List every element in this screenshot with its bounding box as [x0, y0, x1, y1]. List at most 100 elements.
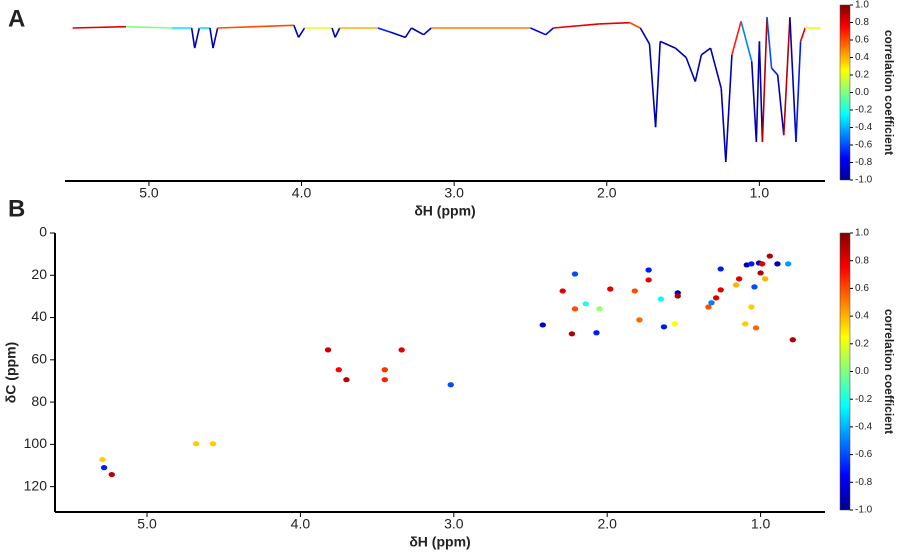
- x-tick-label: 1.0: [750, 185, 770, 201]
- point: [660, 324, 668, 330]
- spectrum-segment: [190, 27, 196, 49]
- spectrum-segment: [629, 21, 641, 29]
- colorbar-tick-label: -0.2: [855, 394, 873, 405]
- colorbar-tick-label: -0.2: [855, 105, 873, 116]
- spectrum-segment: [720, 88, 727, 163]
- point: [108, 471, 115, 478]
- spectrum-segment: [331, 27, 336, 38]
- spectrum-segment: [389, 31, 406, 39]
- colorbar-tick-label: 0.8: [855, 255, 869, 266]
- spectrum-segment: [758, 41, 764, 142]
- point: [657, 296, 665, 302]
- point: [774, 261, 781, 267]
- point: [748, 261, 755, 267]
- point: [742, 321, 749, 327]
- colorbar-tick-label: -0.4: [855, 422, 873, 433]
- point: [732, 282, 740, 288]
- x-tick-label: 5.0: [139, 185, 159, 201]
- spectrum-segment: [659, 40, 676, 49]
- point: [758, 261, 766, 267]
- spectrum-segment: [377, 27, 391, 33]
- spectrum-segment: [755, 41, 761, 142]
- colorbar-tick-label: 0.4: [855, 52, 869, 63]
- spectrum-segment: [648, 44, 657, 128]
- spectrum-segment: [674, 47, 687, 59]
- y-tick-label: 60: [31, 351, 47, 367]
- spectrum-segment: [782, 17, 791, 136]
- spectrum-segment: [293, 25, 300, 38]
- spectrum-segment: [799, 27, 806, 42]
- point: [789, 337, 796, 343]
- point: [381, 377, 388, 383]
- spectrum-segment: [126, 25, 172, 29]
- point: [607, 286, 614, 292]
- point: [593, 330, 600, 336]
- spectrum-segment: [694, 54, 703, 82]
- point: [596, 306, 603, 312]
- spectrum-segment: [639, 27, 651, 45]
- colorbar-label: correlation coefficient: [882, 309, 896, 434]
- y-tick-label: 0: [39, 224, 47, 240]
- point: [645, 277, 652, 283]
- x-tick-label: 4.0: [292, 185, 312, 201]
- point: [757, 270, 764, 276]
- colorbar-tick-label: 0.2: [855, 70, 869, 81]
- spectrum-segment: [770, 67, 779, 76]
- x-tick-label: 1.0: [751, 516, 771, 532]
- spectrum-segment: [209, 27, 214, 49]
- colorbar-tick-label: -0.6: [855, 449, 873, 460]
- point: [645, 267, 652, 273]
- point: [209, 441, 217, 447]
- spectrum-segment: [761, 17, 768, 142]
- point: [708, 300, 715, 306]
- x-tick-label: 5.0: [137, 516, 157, 532]
- point: [735, 276, 743, 282]
- colorbar-tick-label: -0.8: [855, 477, 873, 488]
- colorbar-tick-label: 1.0: [855, 228, 869, 239]
- point: [717, 287, 724, 293]
- spectrum-segment: [750, 61, 758, 142]
- point: [766, 253, 773, 259]
- spectrum-segment: [530, 27, 547, 36]
- point: [636, 317, 643, 323]
- spectrum-segment: [766, 17, 773, 69]
- spectrum-segment: [685, 57, 697, 82]
- x-tick-label: 3.0: [444, 516, 464, 532]
- colorbar-tick-label: 0.6: [855, 283, 869, 294]
- point: [752, 325, 760, 331]
- point: [748, 304, 755, 310]
- colorbar-tick-label: 0.0: [855, 87, 869, 98]
- spectrum-segment: [545, 27, 554, 36]
- y-tick-label: 80: [31, 393, 47, 409]
- colorbar-tick-label: -1.0: [855, 505, 873, 516]
- point: [568, 331, 576, 337]
- y-tick-label: 120: [24, 477, 48, 493]
- x-axis-label: δH (ppm): [414, 203, 475, 219]
- spectrum-segment: [193, 27, 201, 49]
- spectrum-segment: [654, 41, 661, 128]
- x-axis-label: δH (ppm): [409, 534, 470, 550]
- spectrum-segment: [599, 21, 630, 25]
- spectrum-segment: [789, 17, 797, 142]
- point: [582, 301, 589, 307]
- colorbar-tick-label: 0.0: [855, 366, 869, 377]
- point: [324, 347, 332, 353]
- spectrum-segment: [72, 25, 127, 29]
- point: [539, 322, 546, 328]
- point: [398, 347, 405, 353]
- spectrum-segment: [212, 27, 219, 49]
- point: [343, 377, 350, 383]
- colorbar-label: correlation coefficient: [882, 30, 896, 155]
- point: [705, 304, 712, 310]
- colorbar-tick-label: 0.6: [855, 35, 869, 46]
- point: [751, 284, 758, 290]
- point: [784, 261, 792, 267]
- colorbar-tick-label: -1.0: [855, 175, 873, 186]
- colorbar: [839, 232, 851, 511]
- spectrum-segment: [700, 47, 712, 56]
- spectrum-segment: [553, 23, 600, 29]
- spectrum-segment: [411, 27, 425, 36]
- x-tick-label: 3.0: [444, 185, 464, 201]
- colorbar-tick-label: 0.4: [855, 311, 869, 322]
